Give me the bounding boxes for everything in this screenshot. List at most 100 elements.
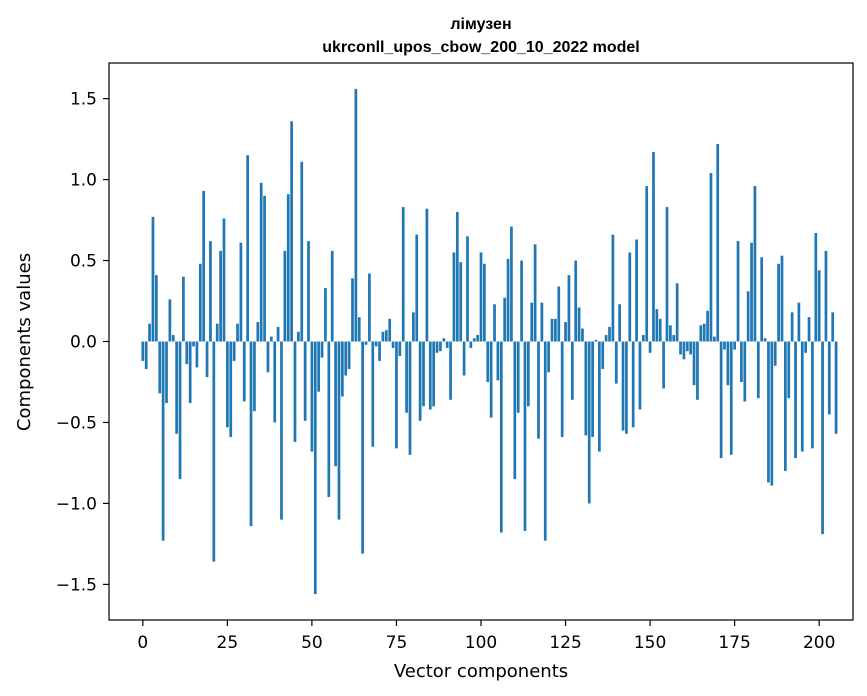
bar-114 [526, 341, 530, 407]
bar-123 [557, 286, 561, 342]
bar-57 [334, 341, 337, 467]
bar-64 [357, 317, 361, 342]
bar-83 [422, 341, 425, 407]
bar-46 [297, 331, 300, 342]
bar-178 [743, 341, 747, 402]
bar-130 [581, 328, 584, 342]
bar-82 [418, 341, 422, 421]
bar-31 [246, 155, 250, 342]
bar-35 [259, 182, 263, 342]
bar-75 [395, 341, 398, 449]
bar-70 [378, 341, 381, 361]
bar-26 [229, 341, 233, 438]
bar-11 [178, 341, 182, 480]
bar-185 [767, 341, 770, 483]
y-tick-label: 0.5 [70, 252, 97, 272]
bar-77 [401, 207, 405, 342]
bar-159 [679, 341, 682, 355]
bar-160 [682, 341, 686, 360]
bar-56 [330, 250, 334, 342]
bar-148 [641, 335, 645, 342]
bar-16 [195, 341, 199, 368]
bar-184 [763, 338, 767, 342]
bar-141 [618, 304, 622, 342]
bar-22 [215, 323, 219, 342]
bar-194 [797, 302, 801, 342]
x-tick-label: 100 [465, 633, 497, 653]
bar-133 [591, 341, 594, 438]
bar-167 [706, 310, 709, 342]
bar-12 [182, 276, 185, 342]
bar-3 [151, 216, 155, 342]
bar-173 [726, 341, 730, 386]
bar-10 [175, 341, 178, 434]
bar-137 [604, 335, 608, 342]
bar-47 [300, 161, 304, 342]
bar-174 [729, 341, 733, 455]
bar-171 [719, 341, 723, 459]
bar-116 [533, 244, 537, 342]
bar-124 [560, 341, 564, 438]
bar-151 [652, 152, 655, 342]
bar-190 [784, 341, 787, 472]
bar-90 [445, 341, 449, 348]
bar-29 [239, 242, 243, 342]
bar-91 [449, 341, 452, 400]
bar-66 [364, 341, 368, 345]
bar-21 [212, 341, 216, 562]
bar-202 [824, 250, 828, 342]
bar-99 [476, 335, 479, 342]
bar-17 [198, 263, 202, 342]
bar-81 [415, 234, 419, 342]
bar-196 [804, 341, 808, 353]
x-tick-label: 75 [386, 633, 408, 653]
bar-85 [428, 341, 432, 410]
bar-18 [202, 190, 206, 342]
bar-135 [598, 341, 601, 452]
bar-101 [483, 263, 486, 342]
bar-41 [280, 341, 283, 520]
bar-30 [242, 341, 246, 402]
bar-129 [577, 307, 581, 342]
bar-97 [469, 341, 473, 348]
bar-39 [273, 341, 277, 423]
bar-112 [520, 260, 523, 342]
bar-27 [232, 341, 236, 361]
y-tick-label: 0.0 [70, 333, 97, 353]
bar-68 [371, 341, 375, 447]
bar-44 [290, 121, 293, 342]
y-axis-label: Components values [14, 253, 35, 431]
bar-144 [628, 252, 632, 342]
bar-143 [625, 341, 628, 434]
bar-147 [638, 341, 642, 410]
bar-108 [506, 258, 510, 342]
bar-157 [672, 335, 676, 342]
bar-166 [702, 323, 706, 342]
bar-13 [185, 341, 189, 365]
bar-58 [337, 341, 341, 520]
bar-115 [530, 302, 534, 342]
bar-205 [834, 341, 838, 434]
bar-204 [831, 312, 835, 342]
bar-120 [547, 341, 550, 373]
bar-200 [817, 270, 821, 342]
bar-111 [516, 341, 520, 413]
bar-164 [696, 341, 699, 400]
bar-52 [317, 341, 321, 392]
bar-155 [665, 207, 669, 342]
bar-140 [614, 341, 618, 384]
bar-7 [165, 341, 168, 404]
bar-175 [733, 341, 736, 350]
chart-title: лімузен [450, 16, 511, 33]
bar-118 [540, 302, 544, 342]
bar-102 [486, 341, 490, 382]
bar-197 [807, 317, 811, 342]
bar-195 [800, 341, 804, 452]
bar-127 [570, 341, 574, 400]
bar-59 [340, 341, 344, 397]
bar-192 [790, 312, 794, 342]
bar-180 [750, 242, 753, 342]
chart-subtitle: ukrconll_upos_cbow_200_10_2022 model [322, 39, 639, 56]
bar-89 [442, 338, 446, 342]
